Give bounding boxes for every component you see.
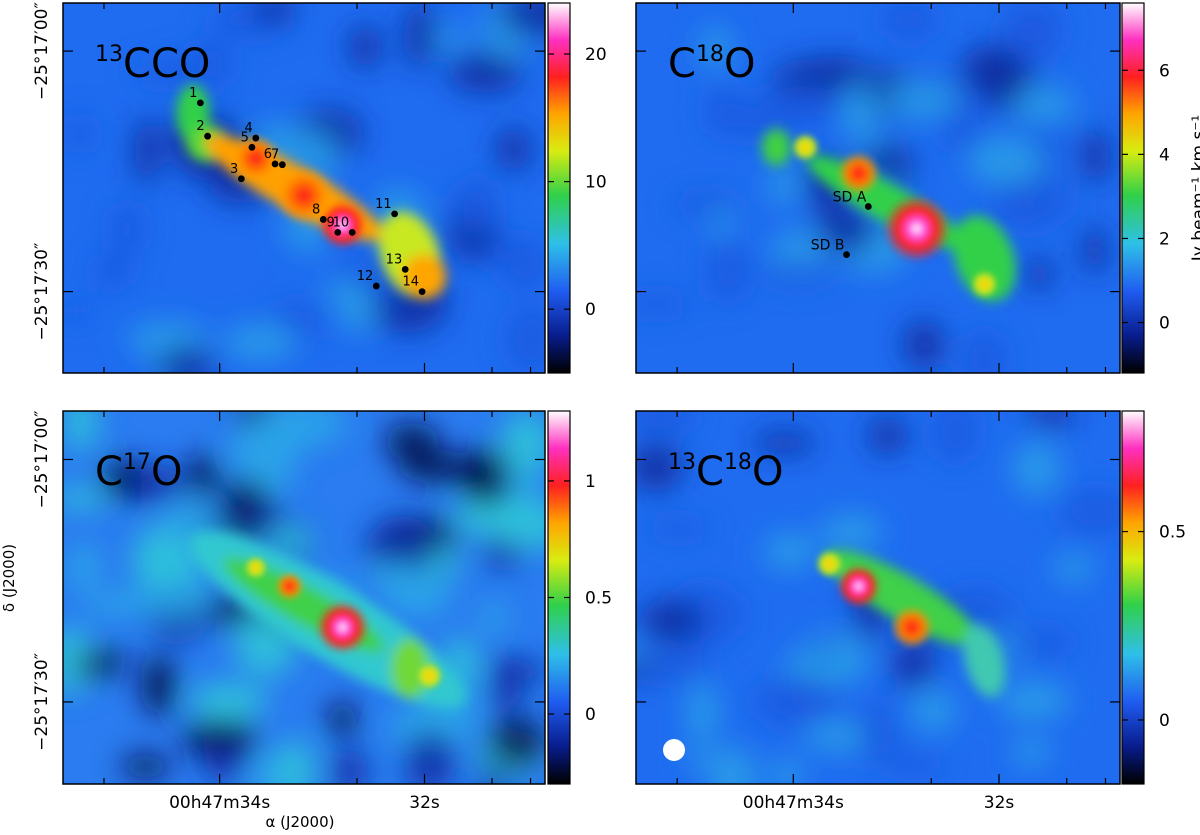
ra-tick-label: 00h47m34s xyxy=(743,793,844,813)
colorbar-tick-label: 10 xyxy=(585,173,607,193)
source-marker xyxy=(348,229,356,236)
dec-tick-label: −25°17′30″ xyxy=(32,243,52,341)
panel-frame xyxy=(635,2,1121,374)
source-label: 6 xyxy=(264,147,272,162)
colorbar-tick-label: 0.5 xyxy=(585,589,612,609)
colorbar-tick-label: 0 xyxy=(585,705,596,725)
source-marker xyxy=(401,266,409,273)
colorbar-tick-label: 4 xyxy=(1159,145,1170,165)
dec-tick-label: −25°17′00″ xyxy=(32,2,52,100)
panel-frame xyxy=(62,410,546,785)
source-label: 3 xyxy=(230,162,238,177)
source-marker xyxy=(204,132,212,140)
colorbar-tick-label: 2 xyxy=(1159,229,1170,249)
source-label: 5 xyxy=(241,130,249,145)
sd-marker xyxy=(843,251,850,258)
panel-frame xyxy=(635,410,1121,785)
panels: 13CCO010201234567891011121314−25°17′00″−… xyxy=(32,2,1200,813)
dec-tick-labels: −25°17′00″ −25°17′30″ xyxy=(32,411,52,751)
dec-tick-labels: −25°17′00″ −25°17′30″ xyxy=(32,2,52,340)
colorbar-tick-label: 0.5 xyxy=(1159,523,1186,543)
source-label: 9 xyxy=(326,215,334,230)
ra-tick-label: 32s xyxy=(409,793,440,813)
intensity-map xyxy=(63,3,545,373)
colorbar: 0 10 20 xyxy=(547,2,607,374)
source-label: 8 xyxy=(312,202,320,217)
colorbar-tick-label: 0 xyxy=(1159,711,1170,731)
colorbar: 00.5 xyxy=(1121,410,1186,785)
source-label: 13 xyxy=(386,252,403,267)
species-label: C18O xyxy=(668,41,755,87)
source-marker xyxy=(248,143,256,151)
source-marker xyxy=(334,229,342,236)
dec-tick-label: −25°17′00″ xyxy=(32,411,52,509)
panel-1: 13CCO010201234567891011121314−25°17′00″−… xyxy=(32,2,607,374)
x-axis-title: α (J2000) xyxy=(266,813,335,831)
intensity-map xyxy=(63,411,545,784)
ra-tick-labels: 00h47m34s 32s xyxy=(743,793,1015,813)
species-label: 13C18O xyxy=(668,449,783,495)
colorbar: 0 2 4 6 Jy beam⁻¹ km s⁻¹ xyxy=(1121,2,1200,374)
source-label: 10 xyxy=(333,215,350,230)
source-label: 7 xyxy=(271,148,279,163)
colorbar-tick-label: 6 xyxy=(1159,61,1170,81)
beam-ellipse xyxy=(663,739,685,761)
dec-tick-label: −25°17′30″ xyxy=(32,653,52,751)
sd-marker xyxy=(864,203,872,210)
species-label: 13CCO xyxy=(95,41,210,87)
intensity-map xyxy=(636,3,1120,373)
source-label: 2 xyxy=(196,119,204,134)
source-label: 14 xyxy=(403,275,420,290)
source-marker xyxy=(196,99,204,107)
source-marker xyxy=(372,282,380,290)
colorbar-tick-label: 1 xyxy=(585,472,596,492)
colorbar-tick-label: 20 xyxy=(585,45,607,65)
source-label: 12 xyxy=(357,269,374,284)
source-label: 4 xyxy=(245,121,253,136)
colorbar: 00.51 xyxy=(547,410,612,785)
source-marker xyxy=(391,210,399,218)
colorbar-tick-label: 0 xyxy=(585,300,596,320)
ra-tick-label: 32s xyxy=(984,793,1015,813)
panel-frame xyxy=(62,2,546,374)
panel-2: C18O 0 2 4 6 Jy beam⁻¹ km s⁻¹ SD A SD B xyxy=(635,2,1200,374)
y-axis-title: δ (J2000) xyxy=(0,544,18,612)
source-label: 11 xyxy=(375,197,392,212)
source-label: 1 xyxy=(189,86,197,101)
colorbar-title: Jy beam⁻¹ km s⁻¹ xyxy=(1189,115,1200,262)
source-marker xyxy=(271,160,279,168)
source-marker xyxy=(237,175,245,183)
ra-tick-labels: 00h47m34s 32s xyxy=(169,793,440,813)
colorbar-tick-label: 0 xyxy=(1159,314,1170,334)
sd-label: SD A xyxy=(833,190,867,206)
species-label: C17O xyxy=(95,449,182,495)
source-marker xyxy=(418,288,426,295)
sd-label: SD B xyxy=(811,238,845,254)
source-marker xyxy=(252,134,260,142)
ra-tick-label: 00h47m34s xyxy=(169,793,270,813)
intensity-map xyxy=(636,411,1120,784)
source-marker xyxy=(319,216,327,223)
source-marker xyxy=(278,161,286,169)
